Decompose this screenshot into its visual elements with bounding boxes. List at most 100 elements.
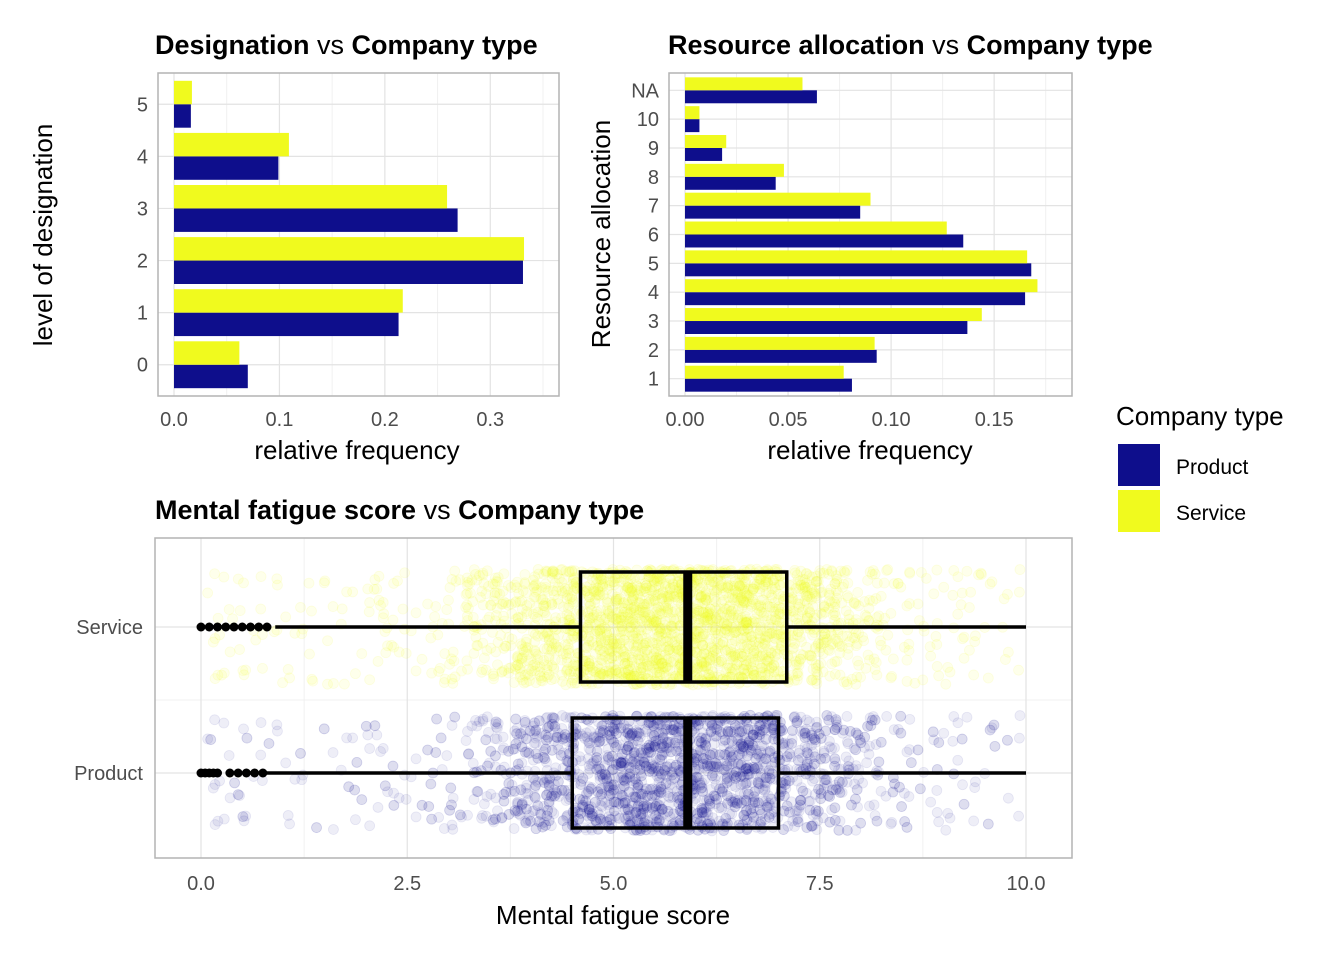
jitter-point xyxy=(214,629,225,641)
jitter-point xyxy=(551,787,562,798)
jitter-point xyxy=(642,660,653,672)
jitter-point xyxy=(704,654,716,666)
jitter-point xyxy=(718,764,730,776)
jitter-point xyxy=(666,606,678,618)
jitter-point xyxy=(598,669,609,680)
jitter-point xyxy=(968,669,980,681)
jitter-point xyxy=(830,585,842,597)
jitter-point xyxy=(704,749,716,761)
bar-service xyxy=(174,341,240,365)
jitter-point xyxy=(961,711,973,723)
jitter-point xyxy=(559,639,571,650)
jitter-point xyxy=(797,649,809,661)
jitter-point xyxy=(970,630,981,642)
jitter-point xyxy=(748,645,760,657)
jitter-point xyxy=(812,575,824,587)
jitter-point xyxy=(218,813,230,825)
jitter-point xyxy=(749,613,761,625)
jitter-point xyxy=(537,628,549,640)
jitter-point xyxy=(731,587,742,598)
jitter-point xyxy=(509,597,521,609)
jitter-point xyxy=(792,574,804,586)
jitter-point xyxy=(925,650,937,662)
jitter-point xyxy=(524,675,535,687)
jitter-point xyxy=(624,607,636,619)
jitter-point xyxy=(351,756,363,768)
jitter-point xyxy=(636,788,648,800)
jitter-point xyxy=(519,569,531,580)
jitter-point xyxy=(650,741,661,753)
jitter-point xyxy=(557,733,569,745)
bar-product xyxy=(685,147,723,161)
jitter-point xyxy=(637,662,649,673)
fatigue-chart-title: Mental fatigue score vs Company type xyxy=(155,495,644,525)
jitter-point xyxy=(594,580,606,592)
outlier-point xyxy=(237,622,247,632)
jitter-point xyxy=(563,668,575,680)
jitter-point xyxy=(1014,564,1026,575)
jitter-point xyxy=(914,783,926,795)
jitter-point xyxy=(512,652,524,664)
jitter-point xyxy=(603,614,615,626)
jitter-point xyxy=(627,614,639,626)
jitter-point xyxy=(838,566,850,577)
jitter-point xyxy=(710,730,722,742)
x-tick-label: 5.0 xyxy=(600,873,628,895)
jitter-point xyxy=(447,677,459,689)
jitter-point xyxy=(759,634,771,646)
bar-service xyxy=(685,221,947,235)
designation-chart-title: Designation vs Company type xyxy=(155,30,538,60)
jitter-point xyxy=(627,594,638,605)
jitter-point xyxy=(619,757,631,769)
jitter-point xyxy=(942,808,954,819)
jitter-point xyxy=(957,779,968,791)
jitter-point xyxy=(975,567,987,579)
y-tick-label: Product xyxy=(74,763,143,785)
jitter-point xyxy=(958,652,970,664)
jitter-point xyxy=(811,678,823,690)
y-tick-label: 0 xyxy=(137,355,148,377)
jitter-point xyxy=(669,636,681,648)
jitter-point xyxy=(508,677,520,688)
jitter-point xyxy=(636,630,648,642)
jitter-point xyxy=(662,805,674,817)
y-tick-label: 4 xyxy=(137,146,148,168)
jitter-point xyxy=(741,590,753,602)
jitter-point xyxy=(694,598,705,609)
jitter-point xyxy=(586,604,597,616)
jitter-point xyxy=(521,608,533,620)
resource-y-axis-title: Resource allocation xyxy=(586,120,616,348)
jitter-point xyxy=(600,612,612,624)
jitter-point xyxy=(500,597,512,609)
jitter-point xyxy=(597,578,609,590)
jitter-point xyxy=(797,583,808,595)
jitter-point xyxy=(733,656,745,668)
jitter-point xyxy=(715,575,727,587)
jitter-point xyxy=(639,606,651,618)
jitter-point xyxy=(742,589,753,601)
jitter-point xyxy=(482,760,493,772)
jitter-point xyxy=(503,809,515,820)
jitter-point xyxy=(780,779,791,790)
y-tick-label: 5 xyxy=(648,253,659,275)
bar-product xyxy=(174,260,523,284)
jitter-point xyxy=(896,801,907,812)
jitter-point xyxy=(633,624,645,636)
jitter-point xyxy=(498,596,510,608)
jitter-point xyxy=(628,602,640,613)
jitter-point xyxy=(563,610,575,622)
jitter-point xyxy=(662,607,674,618)
jitter-point xyxy=(938,727,950,739)
jitter-point xyxy=(565,612,577,624)
jitter-point xyxy=(857,631,869,643)
jitter-point xyxy=(737,583,749,595)
bar-product xyxy=(685,90,817,104)
jitter-point xyxy=(446,574,458,585)
bar-product xyxy=(685,205,861,219)
jitter-point xyxy=(375,600,386,611)
jitter-point xyxy=(952,754,964,766)
jitter-point xyxy=(538,777,550,788)
jitter-point xyxy=(563,614,575,626)
jitter-point xyxy=(490,615,501,627)
